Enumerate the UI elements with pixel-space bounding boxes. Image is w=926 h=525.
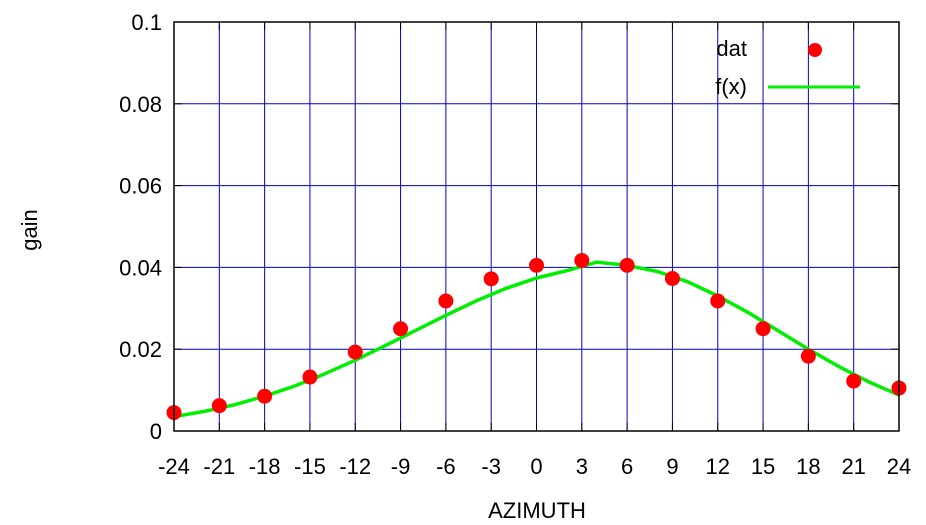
x-tick-label: 24	[887, 454, 911, 479]
x-tick-label: 3	[576, 454, 588, 479]
fit-curve	[173, 260, 900, 419]
x-tick-label: -18	[249, 454, 281, 479]
x-tick-label: -24	[158, 454, 190, 479]
grid	[174, 22, 899, 431]
data-point	[619, 257, 635, 273]
fit-line-layer	[173, 260, 900, 419]
data-point	[257, 388, 273, 404]
data-point	[800, 348, 816, 364]
y-tick-label: 0	[150, 419, 162, 444]
x-tick-label: 21	[841, 454, 865, 479]
x-tick-label: 15	[751, 454, 775, 479]
legend: dat f(x)	[715, 36, 860, 99]
legend-label-dat: dat	[716, 36, 747, 61]
y-axis-ticks: 0 0.02 0.04 0.06 0.08 0.1	[119, 10, 899, 444]
data-point	[393, 321, 409, 337]
y-tick-label: 0.08	[119, 92, 162, 117]
data-point	[483, 271, 499, 287]
legend-label-fx: f(x)	[715, 74, 747, 99]
x-tick-label: -12	[339, 454, 371, 479]
x-tick-label: 9	[666, 454, 678, 479]
x-tick-label: -9	[391, 454, 411, 479]
legend-marker-dat	[808, 43, 822, 57]
x-tick-label: -15	[294, 454, 326, 479]
x-tick-label: -21	[203, 454, 235, 479]
data-point	[710, 293, 726, 309]
x-tick-label: 18	[796, 454, 820, 479]
x-tick-label: 6	[621, 454, 633, 479]
data-point	[846, 373, 862, 389]
data-point	[438, 293, 454, 309]
x-axis-ticks: -24 -21 -18 -15 -12 -9 -6 -3 0 3 6 9 12 15 18 21 24	[158, 22, 911, 479]
data-point	[574, 252, 590, 268]
x-axis-label: AZIMUTH	[488, 498, 586, 523]
data-point	[302, 369, 318, 385]
data-point	[664, 270, 680, 286]
y-axis-label: gain	[17, 209, 42, 251]
x-tick-label: -3	[481, 454, 501, 479]
y-tick-label: 0.1	[131, 10, 162, 35]
y-tick-label: 0.04	[119, 255, 162, 280]
data-point	[529, 257, 544, 273]
data-point	[347, 344, 363, 360]
x-tick-label: 12	[706, 454, 730, 479]
x-tick-label: 0	[530, 454, 542, 479]
data-point	[211, 398, 227, 414]
x-tick-label: -6	[436, 454, 456, 479]
data-point	[755, 321, 771, 337]
y-tick-label: 0.06	[119, 174, 162, 199]
y-tick-label: 0.02	[119, 337, 162, 362]
